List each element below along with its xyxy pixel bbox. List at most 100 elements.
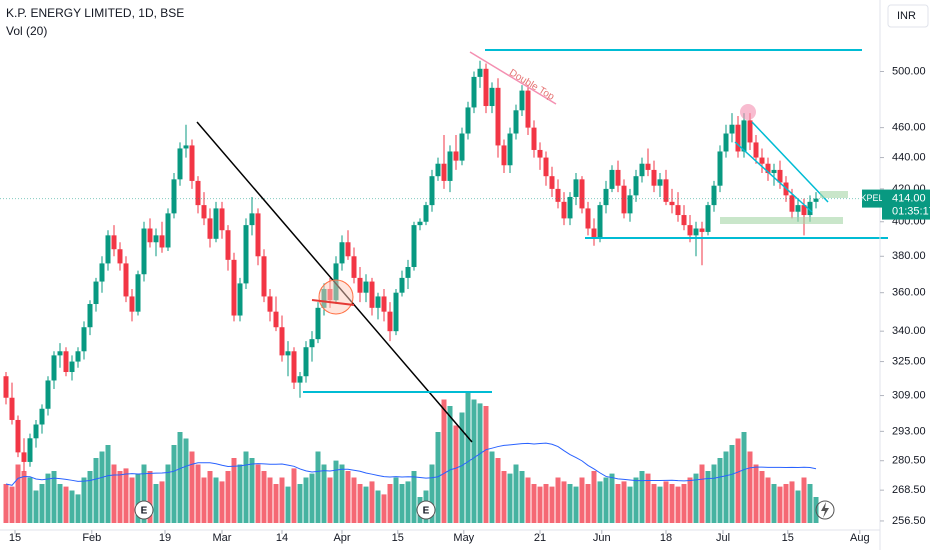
x-tick-label: Aug (850, 532, 870, 544)
volume-bar (741, 432, 747, 523)
candle-body (663, 179, 669, 202)
candle-body (591, 228, 597, 239)
candle-body (501, 145, 507, 166)
volume-bar (579, 477, 585, 523)
y-tick-label: 325.00 (892, 355, 926, 367)
volume-bar (225, 471, 231, 523)
candle-body (87, 304, 93, 328)
y-tick-label: 500.00 (892, 65, 926, 77)
y-tick-label: 280.50 (892, 455, 926, 467)
currency-box[interactable] (887, 4, 929, 28)
volume-bar (411, 471, 417, 523)
candle-body (711, 185, 717, 206)
volume-bar (663, 481, 669, 523)
candle-body (537, 149, 543, 158)
candle-body (741, 120, 747, 152)
y-tick-label: 460.00 (892, 122, 926, 134)
candle-body (45, 380, 51, 409)
currency: INR (897, 10, 916, 22)
volume-bar (561, 481, 567, 523)
volume-bar (99, 451, 105, 523)
candle-body (153, 235, 159, 243)
candle-body (345, 242, 351, 257)
candle-body (687, 225, 693, 236)
volume-bar (627, 486, 633, 523)
volume-bar (219, 481, 225, 523)
volume-bar (117, 471, 123, 523)
volume-bar (759, 471, 765, 523)
volume-bar (129, 477, 135, 523)
candle-body (483, 68, 489, 107)
candle-body (513, 110, 519, 134)
volume-bar (597, 481, 603, 523)
volume-bar (339, 464, 345, 523)
volume-bar (723, 451, 729, 523)
y-tick-label: 380.00 (892, 250, 926, 262)
candle-body (33, 424, 39, 439)
x-tick-label: Mar (213, 532, 232, 544)
candle-body (471, 76, 477, 108)
volume-bar (111, 464, 117, 523)
candle-body (297, 376, 303, 383)
candle-body (315, 307, 321, 340)
volume-bar (93, 458, 99, 523)
candle-body (717, 151, 723, 186)
volume-bar (369, 481, 375, 523)
x-tick-label: Apr (333, 532, 350, 544)
volume-bar (543, 484, 549, 523)
volume-bar (429, 464, 435, 523)
volume-bar (255, 464, 261, 523)
volume-bar (753, 464, 759, 523)
volume-bar (201, 477, 207, 523)
candle-body (597, 205, 603, 239)
candle-body (777, 169, 783, 183)
volume-bar (735, 438, 741, 523)
candle-body (465, 107, 471, 134)
candle-body (189, 145, 195, 181)
volume-bar (243, 451, 249, 523)
volume-bar (591, 471, 597, 523)
candle-body (51, 355, 57, 381)
volume-bar (399, 484, 405, 523)
x-tick-label: Feb (82, 532, 101, 544)
volume-bar (165, 464, 171, 523)
volume-bar (501, 471, 507, 523)
candle-body (441, 163, 447, 181)
x-tick-label: 19 (159, 532, 171, 544)
candle-body (75, 351, 81, 362)
event-label: E (141, 506, 148, 517)
volume-bar (51, 471, 57, 523)
candle-body (3, 376, 9, 398)
volume-bar (333, 460, 339, 523)
volume-bar (459, 412, 465, 523)
volume-bar (495, 458, 501, 523)
candle-body (657, 179, 663, 186)
candle-body (243, 225, 249, 284)
candle-body (585, 208, 591, 229)
candle-body (309, 339, 315, 348)
y-tick-label: 309.00 (892, 389, 926, 401)
candle-body (249, 213, 255, 226)
candle-body (201, 205, 207, 219)
volume-bar (39, 484, 45, 523)
volume-bar (291, 468, 297, 523)
x-tick-label: Jul (716, 532, 730, 544)
volume-bar (573, 486, 579, 523)
highlight-circle (740, 104, 756, 120)
x-tick-label: 14 (276, 532, 288, 544)
zone (820, 191, 848, 198)
volume-bar (513, 464, 519, 523)
volume-bar (57, 484, 63, 523)
candle-body (159, 235, 165, 248)
candle-body (789, 195, 795, 212)
volume-bar (183, 438, 189, 523)
volume-bar (447, 406, 453, 523)
y-tick-label: 340.00 (892, 325, 926, 337)
x-tick-label: May (453, 532, 474, 544)
candle-body (147, 228, 153, 243)
candle-body (351, 256, 357, 278)
candle-body (453, 151, 459, 161)
volume-bar (33, 490, 39, 523)
volume-bar (207, 471, 213, 523)
candle-body (489, 87, 495, 107)
